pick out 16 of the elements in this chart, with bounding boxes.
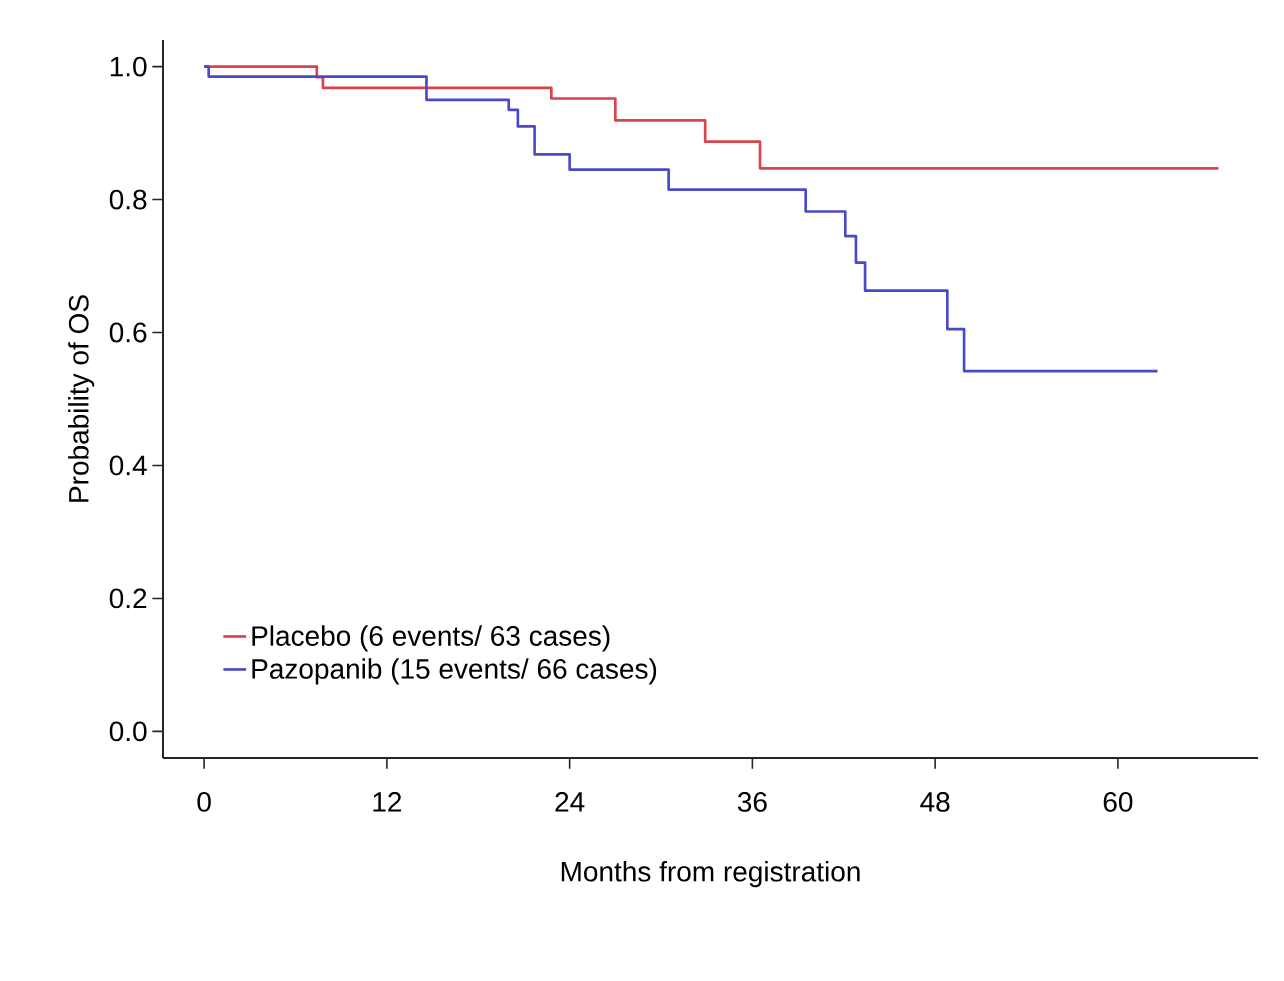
x-tick-label: 24	[555, 792, 585, 812]
y-tick-label: 0.2	[109, 588, 147, 609]
x-tick-label: 60	[1103, 792, 1133, 812]
x-tick-label: 0	[197, 792, 211, 812]
x-tick-label: 36	[737, 792, 767, 812]
y-tick-label: 0.8	[109, 189, 147, 210]
y-tick-label: 0.6	[109, 322, 147, 343]
y-tick-label: 1.0	[110, 56, 147, 77]
x-tick-label: 48	[920, 792, 950, 812]
y-tick-label: 0.0	[109, 721, 147, 742]
legend-label: Placebo (6 events/ 63 cases)	[252, 625, 610, 652]
y-tick-label: 0.4	[109, 455, 147, 476]
legend-label: Pazopanib (15 events/ 66 cases)	[252, 658, 657, 685]
x-axis-title: Months from registration	[561, 861, 860, 888]
y-axis-title: Probability of OS	[68, 295, 95, 502]
x-tick-label: 12	[373, 792, 402, 812]
